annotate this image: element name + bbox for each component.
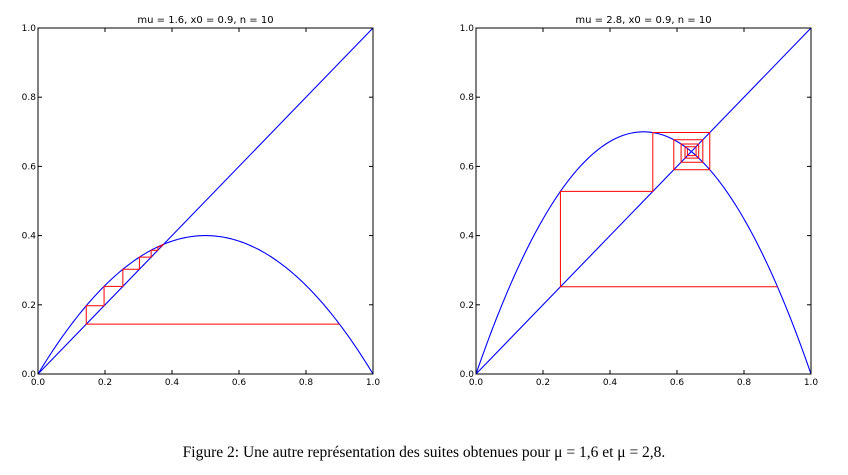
diagonal-line [475,27,812,375]
diagonal-line [37,27,374,375]
y-tick-label: 1.0 [460,24,475,34]
y-tick-label: 0.4 [460,232,475,242]
y-tick-label: 0.8 [22,93,37,103]
x-tick-label: 0.0 [31,378,46,388]
x-tick-label: 1.0 [804,378,819,388]
x-tick-label: 0.0 [469,378,484,388]
y-tick-label: 0.2 [460,301,474,311]
y-tick-label: 0.6 [22,162,37,172]
plot-title: mu = 1.6, x0 = 0.9, n = 10 [137,15,273,26]
x-tick-label: 0.8 [737,378,752,388]
x-tick-label: 0.6 [670,378,685,388]
x-tick-label: 0.4 [165,378,180,388]
x-tick-label: 0.2 [98,378,112,388]
plot-title: mu = 2.8, x0 = 0.9, n = 10 [575,15,711,26]
cobweb-path [559,132,778,288]
plot-frame [475,27,812,375]
x-tick-label: 0.8 [299,378,314,388]
y-tick-label: 0.8 [460,93,475,103]
x-tick-label: 0.2 [536,378,550,388]
x-tick-label: 1.0 [366,378,381,388]
y-tick-label: 0.0 [460,370,475,380]
x-tick-label: 0.4 [603,378,618,388]
figure-caption: Figure 2: Une autre représentation des s… [182,444,666,461]
y-tick-label: 0.0 [22,370,37,380]
plot-1: 0.0 0.2 0.4 0.6 0.8 1.0 0.0 0.2 0.4 0.6 0.8 1.0 mu =… [22,15,381,388]
y-tick-label: 0.6 [460,162,475,172]
plot-2: 0.0 0.2 0.4 0.6 0.8 1.0 0.0 0.2 0.4 0.6 0.8 1.0 mu =… [460,15,819,388]
cobweb-path [85,243,340,325]
logistic-curve [475,131,812,375]
x-tick-label: 0.6 [232,378,247,388]
y-tick-label: 0.4 [22,232,37,242]
logistic-curve [37,235,374,375]
y-tick-label: 0.2 [22,301,36,311]
plot-frame [37,27,374,375]
y-tick-label: 1.0 [22,24,37,34]
